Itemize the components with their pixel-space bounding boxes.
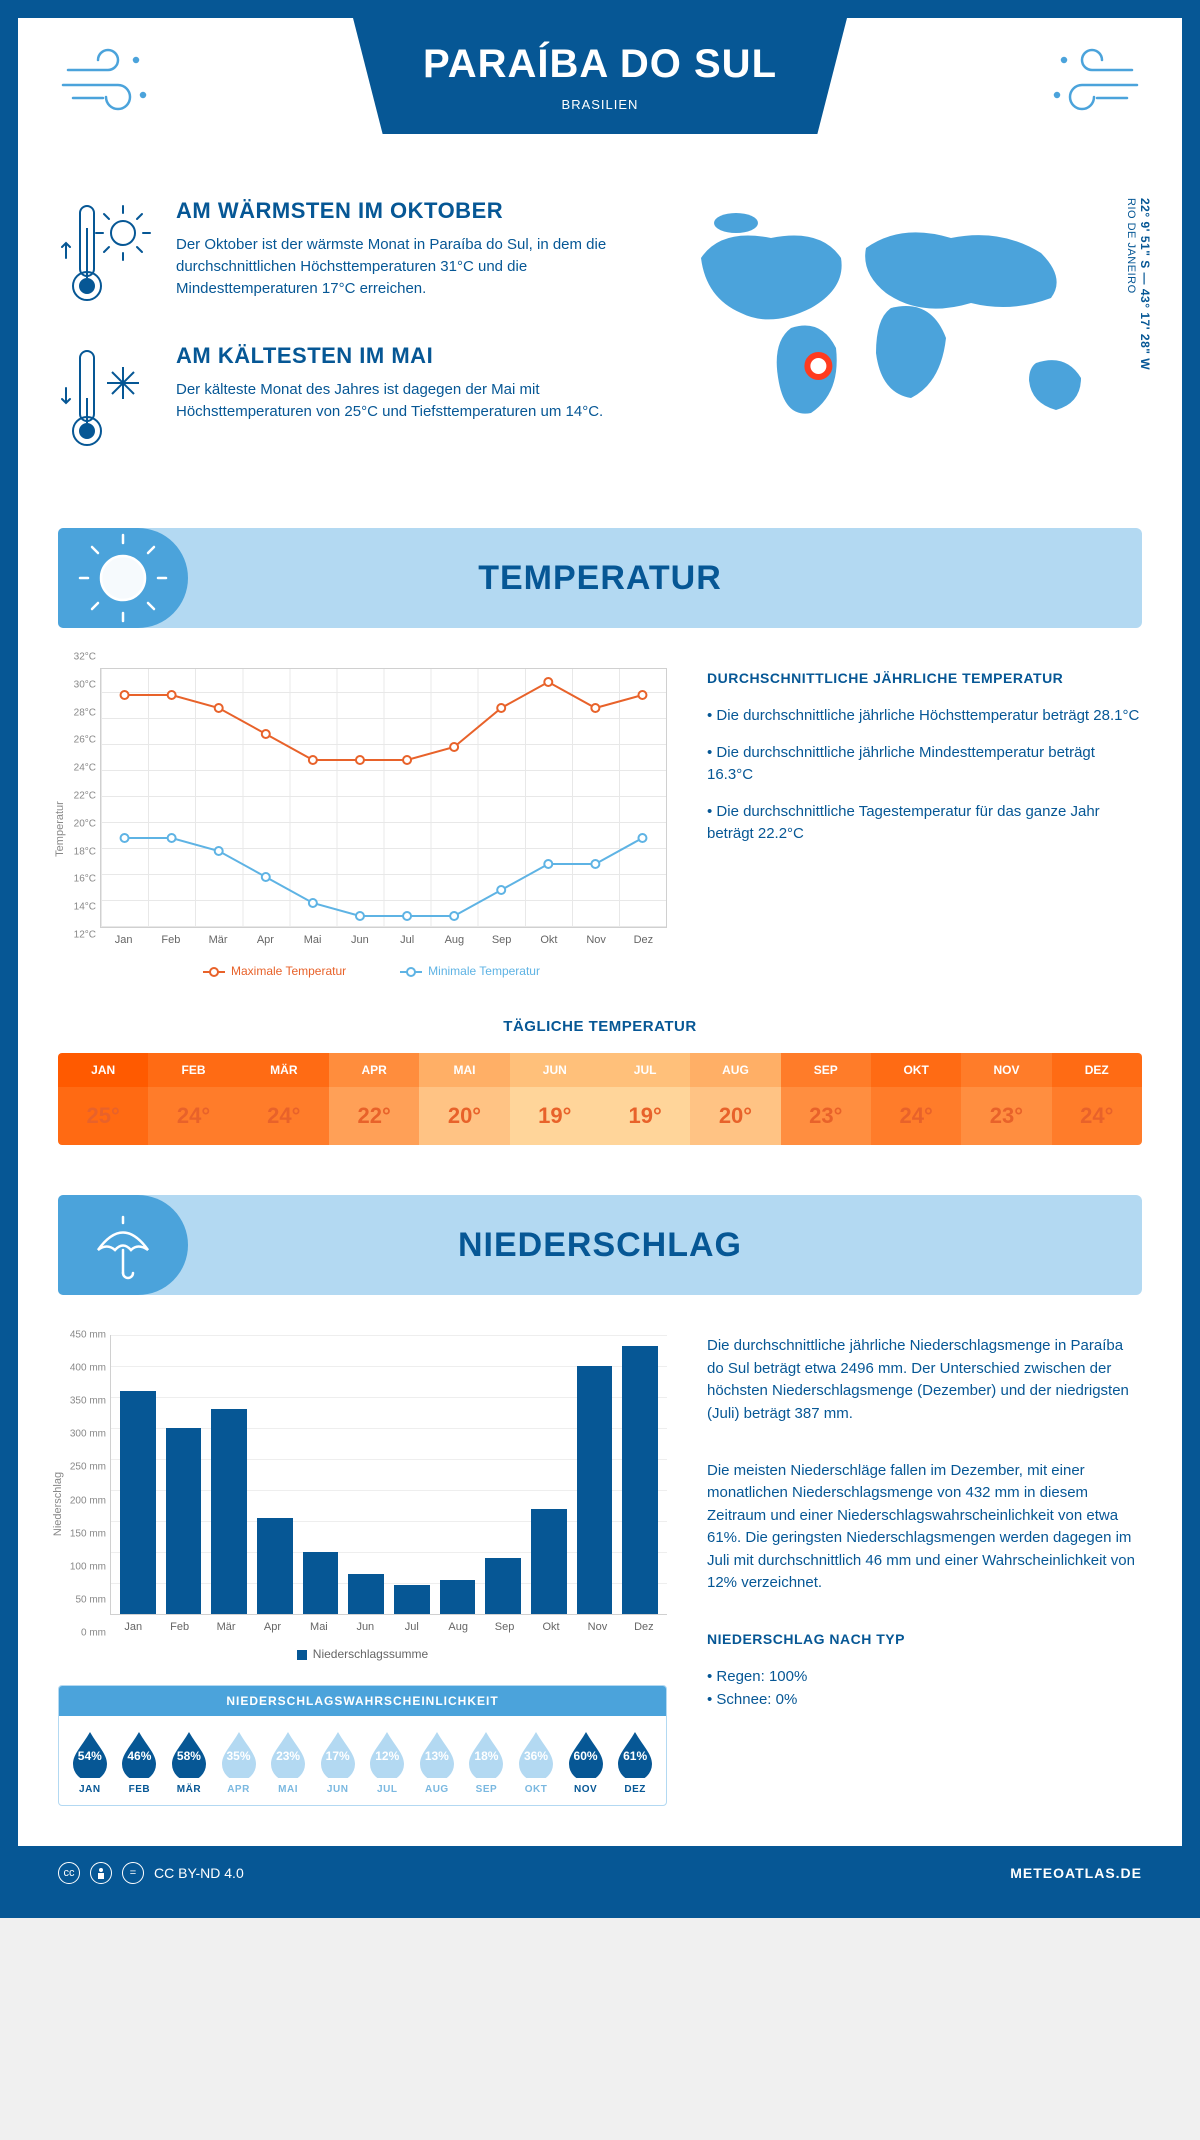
- umbrella-icon: [58, 1195, 188, 1295]
- footer: cc = CC BY-ND 4.0 METEOATLAS.DE: [18, 1846, 1182, 1900]
- temp-summary-item: • Die durchschnittliche jährliche Mindes…: [707, 742, 1142, 787]
- thermometer-snow-icon: [58, 343, 158, 458]
- daily-temp-cell: FEB24°: [148, 1053, 238, 1145]
- precip-prob-cell: 60%NOV: [561, 1730, 611, 1795]
- page-title: PARAÍBA DO SUL: [423, 42, 777, 87]
- precip-bar: [440, 1580, 476, 1614]
- title-banner: PARAÍBA DO SUL BRASILIEN: [353, 18, 847, 134]
- precip-banner: NIEDERSCHLAG: [58, 1195, 1142, 1295]
- precip-legend-label: Niederschlagssumme: [313, 1647, 428, 1661]
- daily-temp-heading: TÄGLICHE TEMPERATUR: [58, 1018, 1142, 1035]
- wind-icon: [1042, 40, 1142, 125]
- cc-icon: cc: [58, 1862, 80, 1884]
- wind-icon: [58, 40, 158, 125]
- precip-bar-chart: Niederschlag 0 mm50 mm100 mm150 mm200 mm…: [58, 1335, 667, 1661]
- daily-temp-cell: MÄR24°: [239, 1053, 329, 1145]
- precip-bar: [394, 1585, 430, 1614]
- precip-prob-cell: 18%SEP: [462, 1730, 512, 1795]
- precip-probability-box: NIEDERSCHLAGSWAHRSCHEINLICHKEIT 54%JAN46…: [58, 1685, 667, 1806]
- warm-text: Der Oktober ist der wärmste Monat in Par…: [176, 234, 610, 299]
- daily-temp-cell: JUL19°: [600, 1053, 690, 1145]
- daily-temp-cell: DEZ24°: [1052, 1053, 1142, 1145]
- precip-prob-cell: 61%DEZ: [610, 1730, 660, 1795]
- precip-bar: [120, 1391, 156, 1614]
- precip-prob-cell: 46%FEB: [115, 1730, 165, 1795]
- precip-text-2: Die meisten Niederschläge fallen im Deze…: [707, 1460, 1142, 1595]
- brand-label: METEOATLAS.DE: [1010, 1865, 1142, 1881]
- daily-temp-cell: JUN19°: [510, 1053, 600, 1145]
- precip-bar: [485, 1558, 521, 1614]
- daily-temp-cell: SEP23°: [781, 1053, 871, 1145]
- precip-bar: [211, 1409, 247, 1614]
- precip-prob-cell: 35%APR: [214, 1730, 264, 1795]
- precip-title: NIEDERSCHLAG: [458, 1226, 742, 1265]
- daily-temp-cell: MAI20°: [419, 1053, 509, 1145]
- daily-temp-cell: AUG20°: [690, 1053, 780, 1145]
- cold-text: Der kälteste Monat des Jahres ist dagege…: [176, 379, 610, 423]
- license-label: CC BY-ND 4.0: [154, 1865, 244, 1881]
- temp-summary-heading: DURCHSCHNITTLICHE JÄHRLICHE TEMPERATUR: [707, 668, 1142, 689]
- sun-icon: [58, 528, 188, 628]
- precip-prob-cell: 17%JUN: [313, 1730, 363, 1795]
- precip-prob-cell: 54%JAN: [65, 1730, 115, 1795]
- precip-prob-heading: NIEDERSCHLAGSWAHRSCHEINLICHKEIT: [59, 1686, 666, 1716]
- cold-heading: AM KÄLTESTEN IM MAI: [176, 343, 610, 369]
- temp-summary-item: • Die durchschnittliche jährliche Höchst…: [707, 705, 1142, 728]
- precip-prob-cell: 58%MÄR: [164, 1730, 214, 1795]
- precip-prob-cell: 12%JUL: [362, 1730, 412, 1795]
- precip-bar: [622, 1346, 658, 1614]
- precip-prob-cell: 23%MAI: [263, 1730, 313, 1795]
- precip-prob-cell: 36%OKT: [511, 1730, 561, 1795]
- precip-type-heading: NIEDERSCHLAG NACH TYP: [707, 1629, 1142, 1650]
- daily-temp-cell: APR22°: [329, 1053, 419, 1145]
- thermometer-sun-icon: [58, 198, 158, 313]
- coordinates-label: 22° 9' 51" S — 43° 17' 28" WRIO DE JANEI…: [1124, 198, 1152, 370]
- precip-bar: [577, 1366, 613, 1614]
- daily-temp-cell: NOV23°: [961, 1053, 1051, 1145]
- temperature-line-chart: Temperatur 12°C14°C16°C18°C20°C22°C24°C2…: [58, 668, 667, 978]
- daily-temp-table: JAN25°FEB24°MÄR24°APR22°MAI20°JUN19°JUL1…: [58, 1053, 1142, 1145]
- precip-type-item: • Schnee: 0%: [707, 1689, 1142, 1712]
- nd-icon: =: [122, 1862, 144, 1884]
- warm-heading: AM WÄRMSTEN IM OKTOBER: [176, 198, 610, 224]
- world-map: [671, 198, 1111, 443]
- by-icon: [90, 1862, 112, 1884]
- precip-text-1: Die durchschnittliche jährliche Niedersc…: [707, 1335, 1142, 1425]
- daily-temp-cell: JAN25°: [58, 1053, 148, 1145]
- precip-bar: [303, 1552, 339, 1614]
- temperature-title: TEMPERATUR: [478, 559, 722, 598]
- precip-bar: [166, 1428, 202, 1614]
- precip-prob-cell: 13%AUG: [412, 1730, 462, 1795]
- temp-summary-item: • Die durchschnittliche Tagestemperatur …: [707, 801, 1142, 846]
- page-subtitle: BRASILIEN: [423, 97, 777, 112]
- temperature-banner: TEMPERATUR: [58, 528, 1142, 628]
- precip-bar: [257, 1518, 293, 1614]
- precip-bar: [531, 1509, 567, 1614]
- precip-bar: [348, 1574, 384, 1614]
- precip-type-item: • Regen: 100%: [707, 1666, 1142, 1689]
- daily-temp-cell: OKT24°: [871, 1053, 961, 1145]
